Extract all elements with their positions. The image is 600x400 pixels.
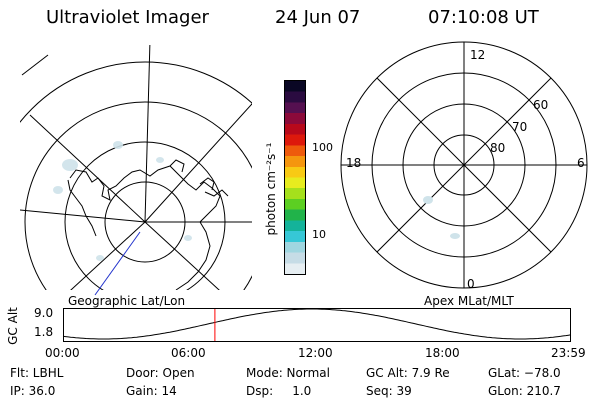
aurora-speckle [450,233,460,239]
orbit-plot [62,308,572,342]
orbit-xtick-3: 18:00 [425,346,460,360]
aurora-speckle [62,159,78,171]
mlat-circle [402,103,526,227]
colorbar [284,80,306,275]
mlt-label-top: 12 [470,48,486,62]
boundary-line [21,54,49,76]
lat-circle [104,181,186,263]
orbit-ytick-1: 1.8 [34,325,54,339]
mlt-label-left: 18 [346,156,362,170]
colorbar-tick-10: 10 [312,228,326,241]
meridian-line [29,114,146,223]
mlat-label-70: 70 [512,120,528,134]
orbit-xtick-2: 12:00 [298,346,333,360]
dsp-info: Dsp: 1.0 [246,384,312,398]
orbit-altitude-curve [62,308,572,340]
orbit-ytick-9: 9.0 [34,306,54,320]
colorbar-tick-100: 100 [312,141,333,154]
gc-alt-info: GC Alt: 7.9 Re [366,366,450,380]
mlat-circle [340,41,588,289]
mlat-circle [371,72,557,258]
seq-info: Seq: 39 [366,384,412,398]
instrument-title: Ultraviolet Imager [46,7,209,28]
mlat-label-80: 80 [490,141,506,155]
geographic-caption: Geographic Lat/Lon [68,294,186,308]
mlat-circle [433,134,495,196]
meridian-line [70,221,146,290]
meridian-line [20,209,146,223]
meridian-line [144,45,151,223]
orbit-xtick-4: 23:59 [551,346,586,360]
glat-info: GLat: −78.0 [488,366,561,380]
door-info: Door: Open [126,366,195,380]
time-label: 07:10:08 UT [428,7,539,28]
gain-info: Gain: 14 [126,384,177,398]
mlt-label-bottom: 0 [467,277,475,291]
orbit-ylabel: GC Alt [5,307,20,345]
lat-circle [64,141,226,290]
aurora-speckle [53,186,63,194]
meridian-line [144,221,220,290]
mlt-line [376,77,552,253]
meridian-line [144,103,252,223]
aurora-speckle [113,141,123,149]
mode-info: Mode: Normal [246,366,330,380]
glon-info: GLon: 210.7 [488,384,561,398]
aurora-speckle [423,196,433,204]
mlt-label-right: 6 [577,156,585,170]
aurora-speckle [96,255,104,261]
coastline [67,159,221,290]
aurora-speckle [184,235,192,241]
orbit-xtick-0: 00:00 [45,346,80,360]
orbit-xtick-1: 06:00 [171,346,206,360]
mlt-line [376,77,552,253]
mlat-label-60: 60 [533,98,549,112]
colorbar-unit: photon cm⁻²s⁻¹ [264,142,278,236]
aurora-speckle [156,157,164,163]
filter-info: Flt: LBHL [10,366,64,380]
ip-info: IP: 36.0 [10,384,56,398]
date-label: 24 Jun 07 [275,7,361,28]
coastline [199,177,229,197]
ground-track [94,231,141,296]
apex-caption: Apex MLat/MLT [424,294,514,308]
